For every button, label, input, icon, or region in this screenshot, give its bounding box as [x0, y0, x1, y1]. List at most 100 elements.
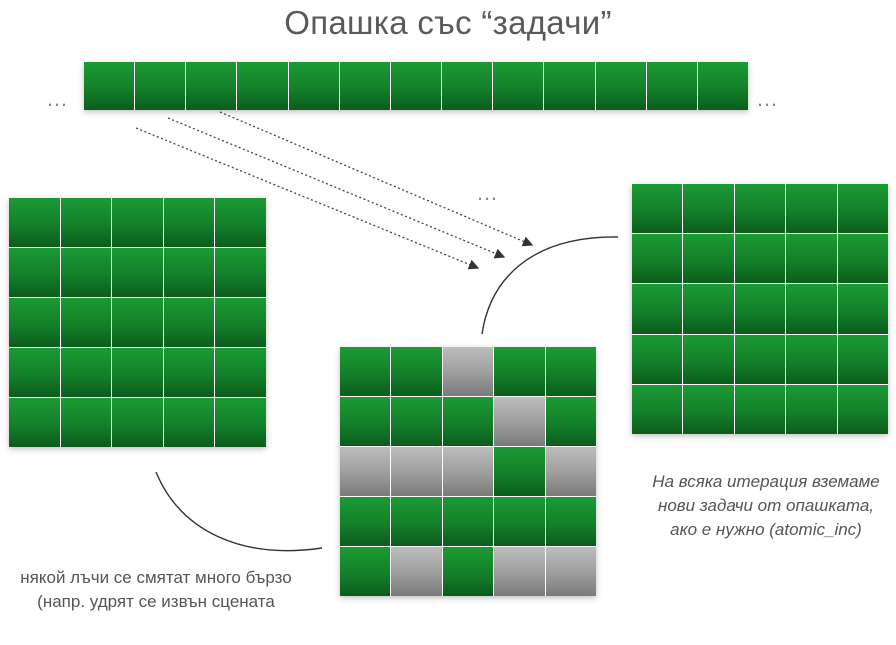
task-cell-pending: [683, 234, 734, 284]
task-cell-pending: [340, 497, 391, 546]
task-cell-pending: [112, 348, 163, 397]
task-cell-pending: [595, 62, 646, 110]
task-cell-pending: [494, 497, 545, 546]
task-cell-pending: [442, 547, 494, 596]
task-cell-done: [545, 447, 596, 496]
task-cell-pending: [163, 348, 215, 397]
task-cell-pending: [734, 334, 786, 384]
task-cell-pending: [340, 347, 391, 396]
queue-title: Опашка със “задачи”: [284, 4, 612, 41]
task-cell-pending: [60, 348, 112, 397]
task-cell-done: [494, 547, 545, 596]
note-fast-rays: някой лъчи се смятат много бързо (напр. …: [20, 568, 292, 611]
task-cell-pending: [683, 284, 734, 334]
task-cell-done: [545, 547, 596, 596]
task-cell-pending: [112, 298, 163, 347]
task-cell-pending: [734, 384, 786, 434]
task-cell-pending: [734, 184, 786, 234]
task-cell-pending: [544, 62, 595, 110]
task-cell-pending: [632, 284, 683, 334]
task-cell-pending: [339, 62, 390, 110]
task-cell-pending: [60, 248, 112, 297]
task-cell-pending: [163, 398, 215, 447]
task-cell-pending: [494, 347, 545, 396]
task-cell-pending: [215, 398, 266, 447]
middle-task-grid: [340, 347, 596, 596]
task-cell-pending: [9, 398, 60, 447]
note-fetch-tasks: На всяка итерация вземаме нови задачи от…: [652, 472, 880, 539]
task-cell-pending: [163, 298, 215, 347]
task-cell-pending: [545, 347, 596, 396]
task-cell-pending: [112, 248, 163, 297]
task-cell-pending: [646, 62, 697, 110]
task-cell-pending: [60, 398, 112, 447]
task-cell-pending: [163, 198, 215, 247]
task-cell-pending: [340, 397, 391, 446]
task-cell-pending: [786, 384, 837, 434]
task-cell-done: [442, 447, 494, 496]
dispatch-arrow-3: [219, 111, 534, 247]
task-cell-pending: [84, 62, 135, 110]
task-cell-pending: [186, 62, 237, 110]
task-cell-pending: [632, 184, 683, 234]
task-cell-pending: [163, 248, 215, 297]
dispatch-arrow-1: [135, 127, 480, 270]
middle-ellipsis: …: [476, 180, 500, 205]
task-cell-pending: [734, 234, 786, 284]
task-cell-pending: [215, 298, 266, 347]
task-cell-pending: [545, 497, 596, 546]
task-cell-pending: [215, 348, 266, 397]
queue-ellipsis-left: …: [46, 86, 70, 111]
task-cell-pending: [837, 184, 888, 234]
task-cell-pending: [9, 348, 60, 397]
task-cell-done: [442, 347, 494, 396]
task-cell-pending: [494, 447, 545, 496]
task-cell-pending: [683, 334, 734, 384]
task-cell-done: [340, 447, 391, 496]
task-cell-pending: [60, 298, 112, 347]
task-cell-pending: [112, 398, 163, 447]
task-cell-pending: [683, 384, 734, 434]
task-cell-pending: [215, 248, 266, 297]
task-cell-pending: [442, 62, 493, 110]
task-cell-pending: [9, 198, 60, 247]
task-cell-pending: [545, 397, 596, 446]
task-cell-pending: [135, 62, 186, 110]
task-cell-pending: [215, 198, 266, 247]
task-cell-pending: [837, 384, 888, 434]
task-cell-pending: [340, 547, 391, 596]
task-cell-pending: [786, 334, 837, 384]
dispatch-arrow-2: [167, 117, 506, 259]
task-cell-pending: [837, 334, 888, 384]
task-cell-pending: [632, 334, 683, 384]
task-cell-pending: [493, 62, 544, 110]
task-cell-pending: [683, 184, 734, 234]
task-cell-pending: [632, 384, 683, 434]
task-cell-pending: [391, 347, 442, 396]
queue-ellipsis-right: …: [756, 86, 780, 111]
left-task-grid: [9, 198, 266, 447]
task-cell-pending: [112, 198, 163, 247]
task-cell-pending: [390, 62, 442, 110]
task-cell-pending: [442, 497, 494, 546]
task-cell-pending: [734, 284, 786, 334]
right-task-grid: [632, 184, 888, 434]
task-cell-done: [391, 547, 442, 596]
task-cell-pending: [9, 298, 60, 347]
task-queue: [84, 62, 748, 110]
task-cell-pending: [697, 62, 748, 110]
task-cell-pending: [60, 198, 112, 247]
task-cell-pending: [9, 248, 60, 297]
task-cell-pending: [632, 234, 683, 284]
connector-curve-left: [155, 471, 323, 552]
task-cell-pending: [391, 497, 442, 546]
task-cell-pending: [237, 62, 288, 110]
task-cell-pending: [837, 284, 888, 334]
task-cell-pending: [786, 284, 837, 334]
task-cell-done: [494, 397, 545, 446]
task-cell-pending: [786, 184, 837, 234]
task-cell-pending: [442, 397, 494, 446]
task-cell-pending: [786, 234, 837, 284]
task-cell-pending: [837, 234, 888, 284]
